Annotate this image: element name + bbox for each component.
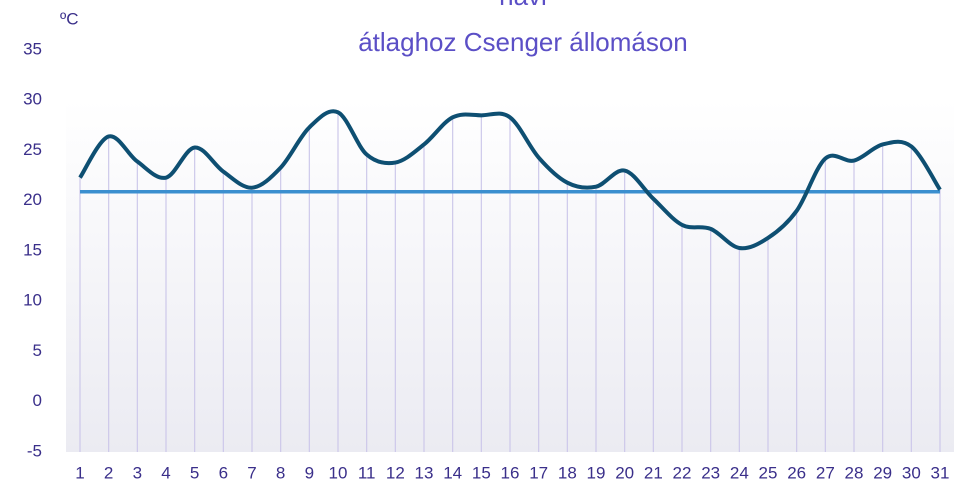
x-tick-label: 11 [358, 463, 376, 482]
y-tick-label: 10 [23, 291, 42, 310]
x-tick-label: 13 [415, 463, 434, 482]
chart-title: havi [499, 0, 547, 11]
x-tick-label: 5 [190, 463, 199, 482]
x-tick-label: 29 [873, 463, 892, 482]
x-tick-label: 8 [276, 463, 285, 482]
x-tick-label: 3 [133, 463, 142, 482]
x-tick-label: 9 [305, 463, 314, 482]
x-tick-label: 20 [615, 463, 634, 482]
x-tick-label: 31 [931, 463, 950, 482]
x-tick-label: 18 [558, 463, 577, 482]
x-tick-label: 17 [529, 463, 548, 482]
x-tick-label: 27 [816, 463, 835, 482]
x-tick-label: 23 [701, 463, 720, 482]
x-tick-label: 14 [443, 463, 462, 482]
y-tick-label: 30 [23, 90, 42, 109]
y-tick-label: 25 [23, 140, 42, 159]
x-tick-label: 22 [673, 463, 692, 482]
x-tick-label: 2 [104, 463, 113, 482]
x-tick-label: 12 [386, 463, 405, 482]
x-tick-label: 6 [219, 463, 228, 482]
x-tick-label: 19 [587, 463, 606, 482]
x-tick-label: 28 [845, 463, 864, 482]
x-tick-label: 4 [161, 463, 170, 482]
x-tick-label: 15 [472, 463, 491, 482]
x-tick-label: 1 [75, 463, 84, 482]
x-tick-label: 25 [759, 463, 778, 482]
x-tick-label: 10 [329, 463, 348, 482]
y-tick-label: -5 [27, 441, 42, 460]
y-axis-label: ºC [60, 9, 79, 28]
x-tick-label: 7 [247, 463, 256, 482]
x-tick-label: 21 [644, 463, 663, 482]
y-tick-label: 5 [33, 341, 42, 360]
x-tick-label: 24 [730, 463, 749, 482]
chart-title: átlaghoz Csenger állomáson [358, 27, 688, 57]
x-tick-label: 30 [902, 463, 921, 482]
y-tick-label: 35 [23, 39, 42, 58]
line-series [78, 109, 942, 251]
y-tick-label: 0 [33, 391, 42, 410]
x-tick-label: 26 [787, 463, 806, 482]
y-tick-label: 20 [23, 190, 42, 209]
x-tick-label: 16 [501, 463, 520, 482]
y-tick-label: 15 [23, 240, 42, 259]
